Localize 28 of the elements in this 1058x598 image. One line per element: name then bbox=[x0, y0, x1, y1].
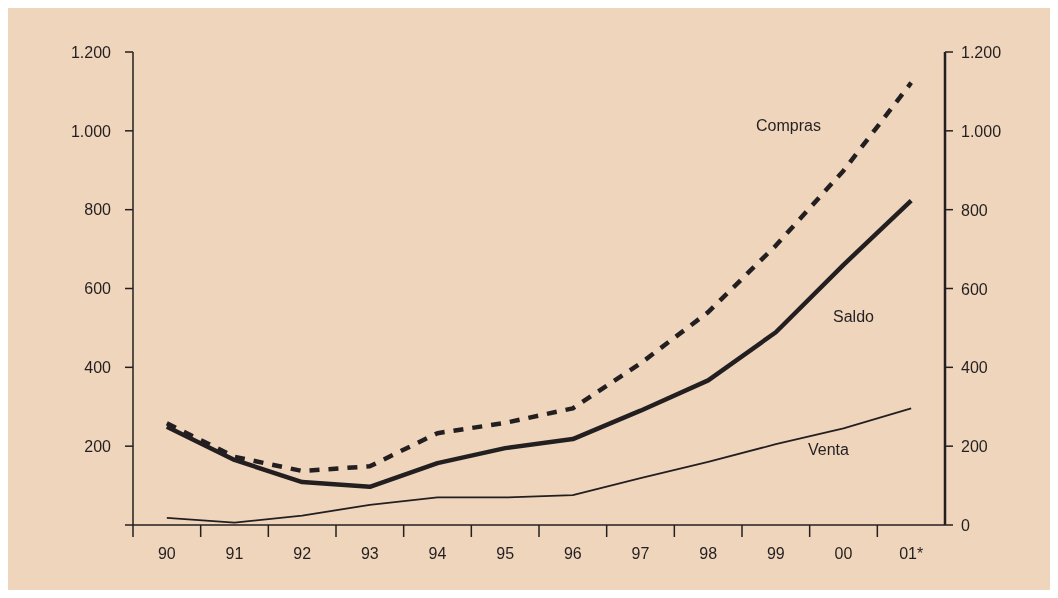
y-tick-label: 1.200 bbox=[70, 43, 112, 61]
y2-tick-label: 600 bbox=[961, 280, 988, 298]
x-tick-label: 92 bbox=[293, 545, 312, 562]
y-tick-label: 200 bbox=[84, 437, 112, 455]
x-tick-label: 90 bbox=[157, 545, 176, 562]
x-tick-label: 97 bbox=[631, 545, 650, 562]
x-tick-label: 99 bbox=[766, 545, 785, 562]
y2-tick-label: 1.200 bbox=[961, 44, 1002, 61]
y2-tick-label: 800 bbox=[961, 201, 988, 219]
y-tick-label: 1.000 bbox=[70, 122, 112, 140]
y2-tick-label: 0 bbox=[961, 517, 970, 534]
series-label: Saldo bbox=[833, 307, 875, 325]
x-tick-label: 95 bbox=[496, 545, 515, 562]
x-tick-label: 91 bbox=[225, 545, 244, 562]
y2-tick-label: 200 bbox=[961, 438, 988, 456]
x-tick-label: 00 bbox=[834, 545, 853, 562]
x-tick-label: 96 bbox=[563, 545, 582, 562]
x-tick-label: 01* bbox=[899, 545, 924, 562]
text: Compras bbox=[756, 116, 821, 134]
y-tick-label: 400 bbox=[84, 359, 112, 377]
y-tick-label: 800 bbox=[84, 201, 112, 219]
y2-tick-label: 1.000 bbox=[961, 122, 1002, 140]
x-tick-label: 94 bbox=[428, 545, 447, 562]
series-label: Venta bbox=[808, 441, 850, 459]
x-tick-label: 93 bbox=[360, 545, 379, 562]
y-tick-label: 600 bbox=[84, 280, 112, 298]
y2-tick-label: 400 bbox=[961, 359, 988, 377]
x-tick-label: 98 bbox=[699, 545, 718, 562]
